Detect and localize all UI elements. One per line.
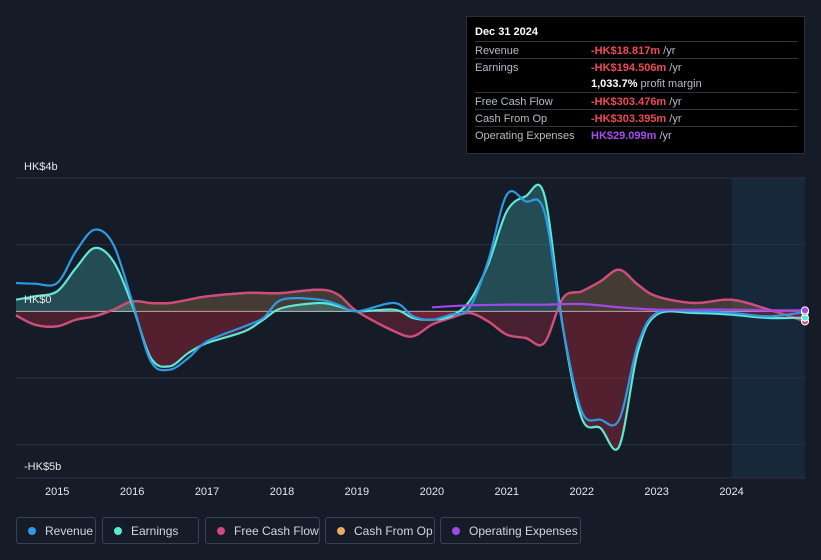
operating-expenses-dot-icon — [452, 527, 460, 535]
data-tooltip: Dec 31 2024 Revenue -HK$18.817m /yr Earn… — [466, 16, 805, 154]
y-axis: HK$4b HK$0 -HK$5b — [24, 161, 61, 473]
tooltip-value: HK$29.099m /yr — [591, 130, 672, 142]
x-axis-tick-label: 2020 — [420, 486, 444, 498]
operating-expenses-line — [431, 302, 806, 312]
y-axis-label: HK$4b — [24, 161, 58, 173]
grid-lines — [16, 177, 805, 479]
tooltip-value: -HK$303.476m /yr — [591, 96, 682, 108]
operating-expenses-end-marker — [801, 306, 809, 315]
x-axis-tick-label: 2019 — [345, 486, 369, 498]
earnings-area-positive — [16, 184, 805, 312]
cash-from-op-area-negative — [16, 311, 805, 346]
tooltip-value: 1,033.7% profit margin — [591, 78, 702, 90]
x-axis-tick-label: 2015 — [45, 486, 69, 498]
tooltip-row-operating-expenses: Operating Expenses HK$29.099m /yr — [475, 126, 798, 144]
tooltip-row-free-cash-flow: Free Cash Flow -HK$303.476m /yr — [475, 92, 798, 110]
revenue-line — [15, 190, 806, 427]
tooltip-label: Cash From Op — [475, 113, 548, 125]
x-axis-tick-label: 2017 — [195, 486, 219, 498]
tooltip-label: Operating Expenses — [475, 130, 575, 142]
legend-item-earnings[interactable]: Earnings — [102, 517, 199, 544]
legend-label: Revenue — [45, 524, 94, 538]
cash-from-op-dot-icon — [337, 527, 345, 535]
tooltip-row-revenue: Revenue -HK$18.817m /yr — [475, 41, 798, 59]
legend-item-operating-expenses[interactable]: Operating Expenses — [440, 517, 581, 544]
tooltip-label: Earnings — [475, 62, 519, 74]
y-axis-label: HK$0 — [24, 294, 52, 306]
legend-item-free-cash-flow[interactable]: Free Cash Flow — [205, 517, 320, 544]
cash-from-op-area-positive — [16, 269, 805, 312]
current-value-markers — [801, 306, 809, 326]
tooltip-row-profit-margin: 1,033.7% profit margin — [475, 75, 798, 92]
tooltip-value: -HK$18.817m /yr — [591, 45, 676, 57]
y-axis-label: -HK$5b — [24, 461, 61, 473]
free-cash-flow-dot-icon — [217, 527, 225, 535]
legend-label: Operating Expenses — [469, 524, 578, 538]
tooltip-date: Dec 31 2024 — [475, 26, 538, 38]
legend-label: Cash From Op — [354, 524, 433, 538]
tooltip-value: -HK$303.395m /yr — [591, 113, 682, 125]
x-axis-tick-label: 2018 — [270, 486, 294, 498]
earnings-dot-icon — [114, 527, 122, 535]
x-axis-tick-label: 2021 — [495, 486, 519, 498]
tooltip-row-cash-from-op: Cash From Op -HK$303.395m /yr — [475, 109, 798, 127]
forecast-highlight-band — [731, 178, 805, 478]
series-lines — [15, 183, 806, 451]
tooltip-row-earnings: Earnings -HK$194.506m /yr — [475, 58, 798, 76]
x-axis-tick-label: 2023 — [644, 486, 668, 498]
x-axis-tick-label: 2024 — [719, 486, 743, 498]
x-axis-tick-label: 2016 — [120, 486, 144, 498]
tooltip-label: Revenue — [475, 45, 520, 57]
tooltip-value: -HK$194.506m /yr — [591, 62, 682, 74]
tooltip-label: Free Cash Flow — [475, 96, 553, 108]
x-axis-tick-label: 2022 — [569, 486, 593, 498]
legend-label: Earnings — [131, 524, 179, 538]
x-axis: 2015 2016 2017 2018 2019 2020 2021 2022 2023 2024 — [45, 486, 744, 498]
earnings-line — [15, 183, 806, 451]
legend-label: Free Cash Flow — [234, 524, 319, 538]
legend-item-cash-from-op[interactable]: Cash From Op — [325, 517, 435, 544]
legend-item-revenue[interactable]: Revenue — [16, 517, 96, 544]
revenue-dot-icon — [28, 527, 36, 535]
